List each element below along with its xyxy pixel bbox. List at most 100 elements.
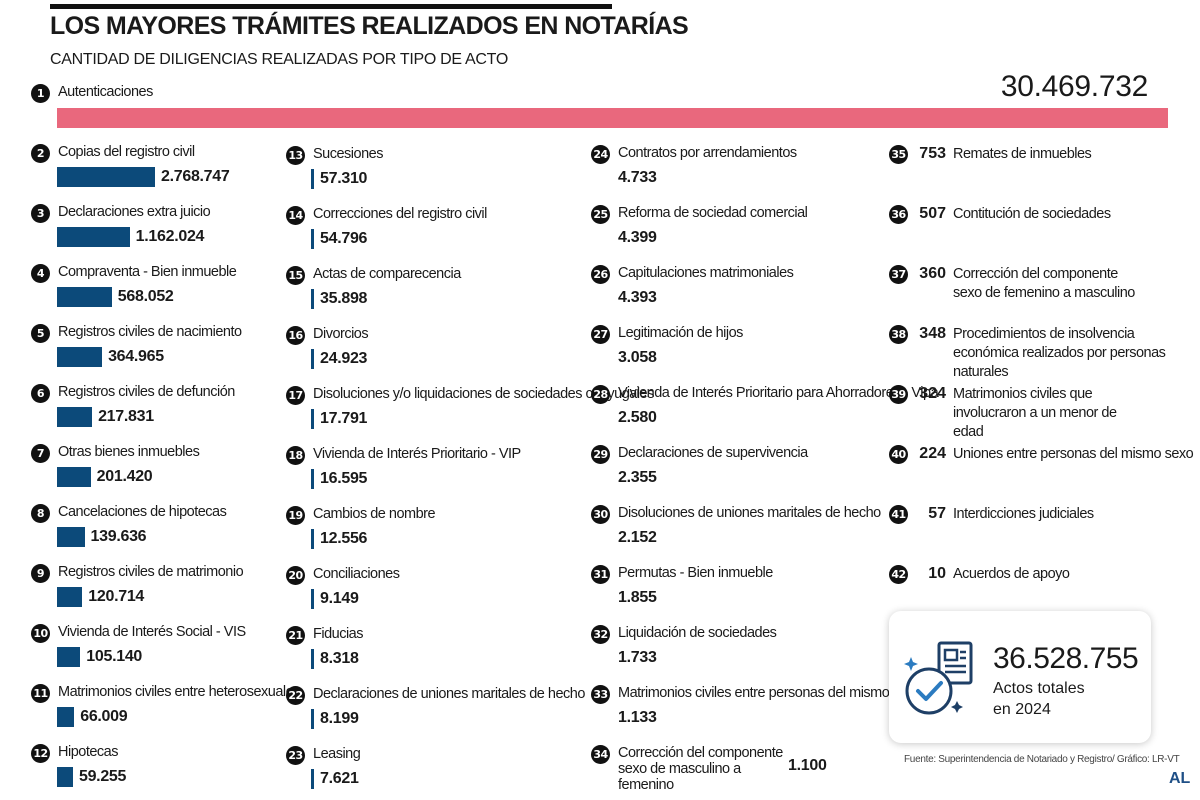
bar-value: 120.714 (88, 588, 145, 605)
bar (57, 227, 130, 247)
rank-badge: 31 (591, 565, 610, 584)
bar-value: 360 (919, 265, 946, 282)
rank-badge: 12 (31, 744, 50, 763)
bar-label: Sucesiones (313, 146, 383, 162)
bar (311, 709, 314, 729)
bar-label: Legitimación de hijos (618, 325, 743, 341)
bar-label: Uniones entre personas del mismo sexo (953, 446, 1194, 462)
bar-autenticaciones (57, 108, 1168, 128)
bar-value: 4.399 (618, 229, 657, 246)
rank-badge: 14 (286, 206, 305, 225)
bar-value: 16.595 (320, 470, 368, 487)
bar-value: 7.621 (320, 770, 359, 787)
rank-badge: 10 (31, 624, 50, 643)
bar (57, 467, 91, 487)
rank-badge: 34 (591, 745, 610, 764)
rank-badge: 6 (31, 384, 50, 403)
rank-badge: 24 (591, 145, 610, 164)
rank-badge: 38 (889, 325, 908, 344)
bar-value: 2.768.747 (161, 168, 230, 185)
value-autenticaciones: 30.469.732 (1000, 70, 1148, 103)
bar (311, 469, 314, 489)
rank-badge: 26 (591, 265, 610, 284)
bar-label: Declaraciones de supervivencia (618, 445, 808, 461)
bar-label: Divorcios (313, 326, 369, 342)
bar-value: 10 (928, 565, 946, 582)
rank-badge: 29 (591, 445, 610, 464)
bar-label: Registros civiles de matrimonio (58, 564, 244, 580)
bar-value: 364.965 (108, 348, 164, 365)
rank-badge: 5 (31, 324, 50, 343)
rank-badge: 30 (591, 505, 610, 524)
bar-label: Vivienda de Interés Social - VIS (58, 624, 246, 640)
rank-badge: 8 (31, 504, 50, 523)
bar-value: 217.831 (98, 408, 154, 425)
total-value: 36.528.755 (993, 642, 1139, 675)
bar-value: 4.733 (618, 169, 657, 186)
bar-label: Disoluciones y/o liquidaciones de socied… (313, 386, 654, 402)
bar-label: Remates de inmuebles (953, 146, 1092, 162)
rank-badge: 1 (31, 84, 50, 103)
bar-value: 753 (919, 145, 946, 162)
bar (311, 409, 314, 429)
bar-value: 57 (928, 505, 946, 522)
bar-label: Copias del registro civil (58, 144, 195, 160)
bar (311, 769, 314, 789)
bar (57, 767, 73, 787)
bar-label: Permutas - Bien inmueble (618, 565, 773, 581)
rank-badge: 40 (889, 445, 908, 464)
rank-badge: 15 (286, 266, 305, 285)
bar (57, 587, 83, 607)
rank-badge: 18 (286, 446, 305, 465)
bar (57, 347, 103, 367)
rank-badge: 33 (591, 685, 610, 704)
bar-label: Conciliaciones (313, 566, 400, 582)
document-check-icon (904, 641, 973, 715)
rank-badge: 41 (889, 505, 908, 524)
bar (311, 289, 314, 309)
rank-badge: 7 (31, 444, 50, 463)
bar-value: 105.140 (86, 648, 143, 665)
bar-label: Fiducias (313, 626, 364, 642)
rank-badge: 4 (31, 264, 50, 283)
rank-badge: 20 (286, 566, 305, 585)
rank-badge: 27 (591, 325, 610, 344)
bar (311, 349, 314, 369)
bar-value: 66.009 (80, 708, 128, 725)
bar-value: 59.255 (78, 768, 127, 785)
bar (57, 647, 81, 667)
bar-label: Autenticaciones (58, 84, 153, 100)
rank-badge: 42 (889, 565, 908, 584)
rank-badge: 23 (286, 746, 305, 765)
rank-badge: 37 (889, 265, 908, 284)
total-label: Actos totales en 2024 (993, 680, 1085, 718)
rank-badge: 28 (591, 385, 610, 404)
bar-label: Capitulaciones matrimoniales (618, 265, 794, 281)
rank-badge: 25 (591, 205, 610, 224)
bar-label: Cambios de nombre (313, 506, 436, 522)
bar-label: Reforma de sociedad comercial (618, 205, 808, 221)
bar (57, 707, 75, 727)
bar-label: Leasing (313, 746, 361, 762)
bar-label: Hipotecas (58, 744, 118, 760)
rank-badge: 3 (31, 204, 50, 223)
bar (57, 287, 112, 307)
bar-label: Declaraciones de uniones maritales de he… (313, 686, 585, 702)
bar-value: 139.636 (90, 528, 147, 545)
bar-label: Declaraciones extra juicio (58, 204, 211, 220)
bar (57, 407, 93, 427)
bar-label: Corrección del componente sexo de femeni… (953, 266, 1135, 301)
bar-value: 12.556 (320, 530, 368, 547)
bar-label: Registros civiles de nacimiento (58, 324, 242, 340)
bar (57, 527, 85, 547)
rank-badge: 36 (889, 205, 908, 224)
bar-label: Matrimonios civiles entre heterosexuales (58, 684, 300, 700)
bar-label: Vivienda de Interés Prioritario - VIP (313, 446, 521, 462)
rank-badge: 39 (889, 385, 908, 404)
bar-label: Otras bienes inmuebles (58, 444, 200, 460)
bar-value: 4.393 (618, 289, 657, 306)
bar-label: Actas de comparecencia (313, 266, 461, 282)
bar-value: 1.733 (618, 649, 657, 666)
bar-value: 1.133 (618, 709, 657, 726)
bar-value: 54.796 (320, 230, 368, 247)
